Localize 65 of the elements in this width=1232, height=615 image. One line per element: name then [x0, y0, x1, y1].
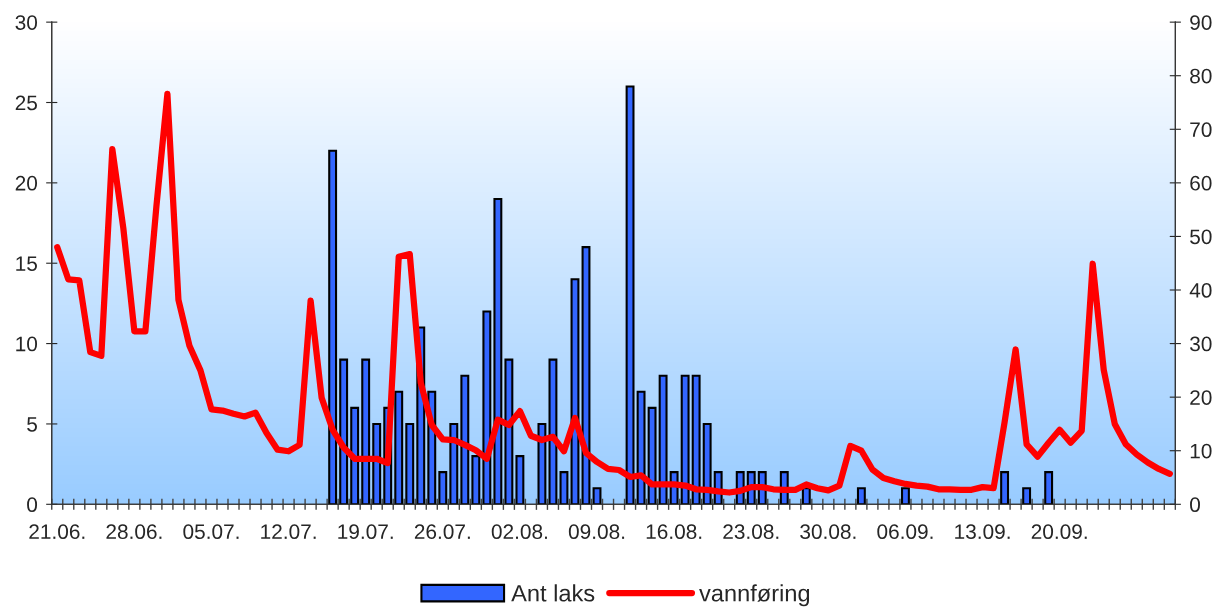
y2-tick-label: 90 — [1190, 15, 1212, 30]
y-tick-label: 10 — [16, 336, 38, 352]
bar — [438, 471, 448, 505]
bar — [548, 358, 558, 505]
y2-tick-label: 10 — [1190, 443, 1212, 459]
x-tick-label: 05.07. — [183, 524, 239, 540]
bar — [328, 149, 338, 505]
x-tick-label: 09.08. — [568, 524, 625, 540]
bar — [471, 455, 481, 505]
x-tick-label: 06.09. — [877, 524, 933, 540]
bar — [504, 358, 514, 505]
bar — [350, 406, 360, 505]
y-tick-label: 30 — [15, 15, 38, 30]
y2-tick-label: 40 — [1189, 283, 1212, 298]
bar — [1000, 471, 1010, 505]
bar — [691, 374, 701, 505]
bar — [361, 358, 371, 505]
x-tick-label: 21.06. — [29, 524, 85, 540]
bar — [592, 487, 602, 505]
x-tick-label: 16.08. — [646, 524, 702, 540]
bar — [482, 310, 492, 505]
bar — [801, 487, 811, 505]
x-tick-label: 13.09. — [955, 524, 1010, 540]
bar — [658, 374, 668, 505]
bar — [647, 406, 657, 505]
x-tick-label: 26.07. — [414, 524, 470, 540]
y2-tick-label: 30 — [1190, 336, 1212, 352]
bar — [900, 487, 910, 505]
x-tick-label: 23.08. — [723, 524, 779, 540]
y-tick-label: 25 — [15, 95, 37, 111]
y2-tick-label: 60 — [1190, 175, 1212, 191]
bar — [559, 471, 569, 505]
bar — [405, 422, 415, 505]
y2-tick-label: 0 — [1190, 497, 1200, 513]
y2-tick-label: 70 — [1190, 122, 1212, 138]
bar — [493, 197, 503, 505]
bar — [636, 390, 646, 505]
y-tick-label: 20 — [15, 175, 38, 191]
bar — [1044, 471, 1054, 505]
bar — [460, 374, 470, 505]
x-tick-label: 19.07. — [338, 524, 393, 540]
x-tick-label: 28.06. — [106, 524, 162, 540]
bar — [702, 422, 712, 505]
x-tick-label: 12.07. — [261, 524, 316, 540]
bar — [625, 85, 635, 505]
bar — [394, 390, 404, 505]
bar — [856, 487, 866, 505]
bar — [449, 422, 459, 505]
x-tick-label: 30.08. — [800, 524, 856, 540]
x-tick-label: 02.08. — [491, 524, 547, 540]
y2-tick-label: 50 — [1190, 229, 1212, 245]
legend-label: Ant laks — [511, 584, 595, 602]
bar — [680, 374, 690, 505]
bar — [537, 422, 547, 505]
y-tick-label: 0 — [27, 497, 38, 513]
y2-tick-label: 20 — [1190, 390, 1212, 405]
y2-tick-label: 80 — [1190, 68, 1212, 84]
y-tick-label: 15 — [16, 256, 37, 271]
bar — [339, 358, 349, 505]
y-tick-label: 5 — [27, 417, 37, 432]
bar — [372, 422, 382, 505]
legend-label: vannføring — [699, 584, 810, 607]
bar — [1022, 487, 1032, 505]
x-tick-label: 20.09. — [1031, 524, 1087, 540]
bar — [515, 455, 525, 505]
